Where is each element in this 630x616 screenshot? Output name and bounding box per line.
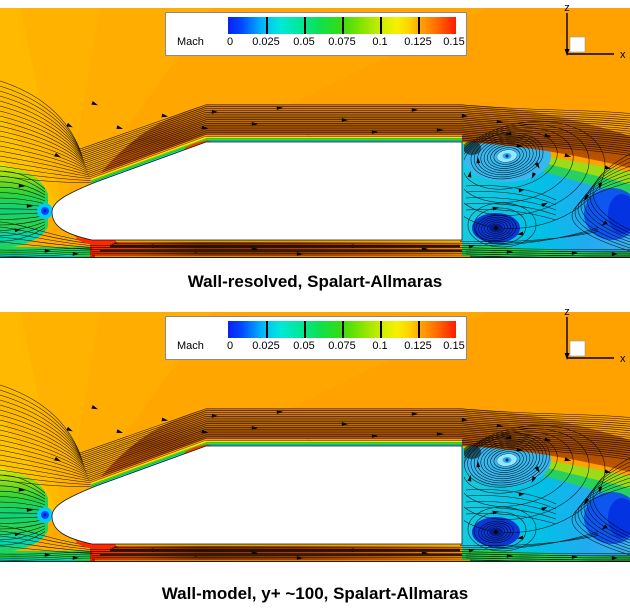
colorbar-tick: [342, 321, 344, 338]
axis-x-label: x: [620, 49, 626, 61]
colorbar-tick: [303, 321, 306, 338]
mach-colorbar: [228, 321, 456, 338]
legend-tick-label: 0.1: [372, 36, 388, 48]
legend-tick-label: 0.125: [404, 36, 432, 48]
colorbar-tick: [380, 17, 382, 34]
mach-colorbar: [228, 17, 456, 34]
axis-origin-square: [569, 36, 586, 53]
axis-z-label: z: [564, 4, 570, 14]
legend-tick-label: 0.075: [328, 36, 356, 48]
colorbar-tick: [417, 321, 420, 338]
axis-orientation-icon: z x: [564, 308, 626, 365]
legend-tick-label: 0.075: [328, 340, 356, 352]
legend-variable-label: Mach: [177, 340, 204, 352]
legend-tick-label: 0.125: [404, 340, 432, 352]
legend-tick-label: 0.05: [293, 340, 315, 352]
mach-legend: Mach 0 0.025 0.05 0.075 0.1 0.125 0.15: [165, 316, 467, 360]
legend-variable-label: Mach: [177, 36, 204, 48]
colorbar-tick: [342, 17, 344, 34]
colorbar-tick: [303, 17, 306, 34]
axis-z-arrow: [564, 353, 570, 360]
axis-z-label: z: [564, 308, 570, 318]
panel-caption-1: Wall-resolved, Spalart-Allmaras: [187, 272, 443, 291]
legend-tick-label: 0.025: [252, 36, 280, 48]
legend-tick-label: 0.15: [443, 340, 465, 352]
axis-x-label: x: [620, 353, 626, 365]
colorbar-tick: [266, 321, 268, 338]
colorbar-tick: [417, 17, 420, 34]
axis-orientation-icon: z x: [564, 4, 626, 61]
axis-z-arrow: [564, 49, 570, 56]
panel-wall-model: Mach 0 0.025 0.05 0.075 0.1 0.125 0.15 z…: [0, 308, 630, 562]
panel-caption-2: Wall-model, y+ ~100, Spalart-Allmaras: [161, 584, 469, 603]
colorbar-tick: [266, 17, 268, 34]
legend-tick-label: 0.05: [293, 36, 315, 48]
legend-tick-label: 0.1: [372, 340, 388, 352]
legend-tick-label: 0: [226, 36, 234, 48]
mach-legend: Mach 0 0.025 0.05 0.075 0.1 0.125 0.15: [165, 12, 467, 56]
legend-tick-label: 0.15: [443, 36, 465, 48]
legend-tick-label: 0.025: [252, 340, 280, 352]
colorbar-tick: [380, 321, 382, 338]
legend-tick-label: 0: [226, 340, 234, 352]
panel-wall-resolved: Mach 0 0.025 0.05 0.075 0.1 0.125 0.15 z…: [0, 4, 630, 258]
axis-origin-square: [569, 340, 586, 357]
